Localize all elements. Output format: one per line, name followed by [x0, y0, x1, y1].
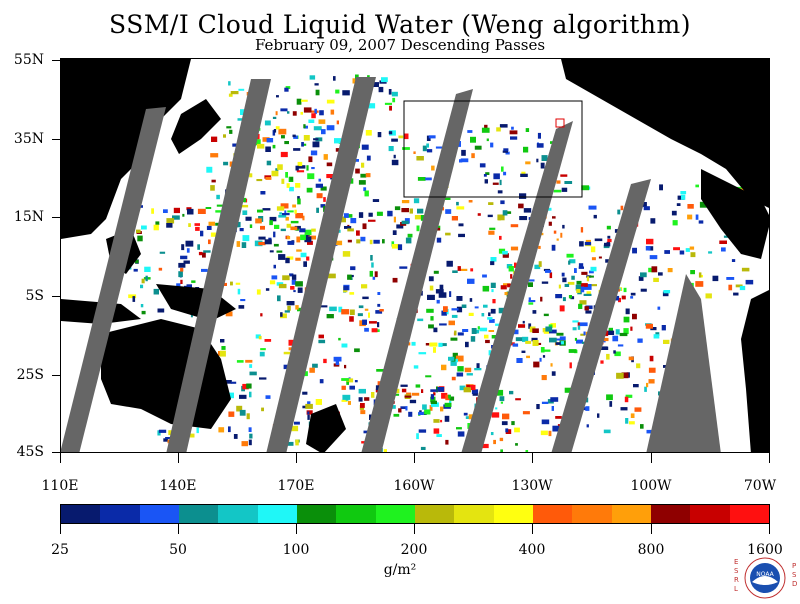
lat-label-35n: 35N: [13, 131, 44, 147]
colorbar-swatch: [218, 505, 258, 523]
lat-label-55n: 55N: [13, 52, 44, 68]
colorbar-swatch: [336, 505, 376, 523]
colorbar-label-200: 200: [400, 542, 428, 558]
swath-gap-6: [551, 179, 651, 452]
map-panel: [60, 58, 770, 453]
lat-label-15n: 15N: [13, 209, 44, 225]
swath-gap-4: [361, 89, 473, 452]
lat-label-5s: 5S: [25, 288, 45, 304]
swath-gap-3: [266, 77, 376, 452]
colorbar-tick: [532, 524, 533, 534]
colorbar-tick: [651, 524, 652, 534]
colorbar: [60, 504, 770, 524]
lon-label-160w: 160W: [393, 478, 435, 494]
lat-tick: [52, 139, 60, 140]
lon-tick: [769, 453, 770, 463]
noaa-esrl-logo: NOAA ESRL PSD: [730, 556, 800, 600]
lon-label-170e: 170E: [277, 478, 315, 494]
region-box: [403, 100, 583, 198]
colorbar-swatch: [257, 505, 297, 523]
lat-tick: [52, 452, 60, 453]
colorbar-swatch: [454, 505, 494, 523]
swath-gap-7: [646, 274, 721, 452]
north-america-landmass: [561, 59, 769, 208]
japan-landmass: [171, 99, 221, 154]
lon-label-110e: 110E: [41, 478, 79, 494]
colorbar-swatch: [650, 505, 691, 523]
colorbar-tick: [296, 524, 297, 534]
colorbar-swatch: [611, 505, 651, 523]
lat-label-45s: 45S: [16, 444, 44, 460]
logo-right-text: PSD: [792, 562, 798, 588]
colorbar-label-100: 100: [282, 542, 310, 558]
colorbar-swatch: [375, 505, 415, 523]
lon-tick: [60, 453, 61, 463]
colorbar-tick: [60, 524, 61, 534]
colorbar-swatch: [178, 505, 219, 523]
map-canvas: [61, 59, 769, 452]
lat-tick: [52, 217, 60, 218]
map-title: SSM/I Cloud Liquid Water (Weng algorithm…: [109, 10, 691, 39]
new-guinea-landmass: [156, 284, 236, 321]
colorbar-swatch: [296, 505, 337, 523]
lon-tick: [532, 453, 533, 463]
swath-gap-1: [61, 107, 166, 452]
lon-label-100w: 100W: [630, 478, 672, 494]
lon-label-130w: 130W: [511, 478, 553, 494]
lat-label-25s: 25S: [16, 367, 44, 383]
colorbar-swatch: [729, 505, 769, 523]
central-america-landmass: [701, 169, 769, 259]
colorbar-tick: [178, 524, 179, 534]
lat-tick: [52, 60, 60, 61]
logo-left-text: ESRL: [734, 558, 739, 593]
colorbar-label-25: 25: [51, 542, 69, 558]
swath-gap-2: [166, 79, 271, 452]
colorbar-units: g/m²: [383, 562, 417, 578]
colorbar-swatch: [100, 505, 140, 523]
swath-gaps: [61, 77, 721, 452]
map-subtitle: February 09, 2007 Descending Passes: [254, 36, 546, 54]
south-america-landmass: [741, 290, 769, 452]
swath-gap-5: [461, 121, 573, 452]
colorbar-tick: [414, 524, 415, 534]
colorbar-swatch: [493, 505, 533, 523]
lon-tick: [414, 453, 415, 463]
colorbar-label-50: 50: [169, 542, 187, 558]
colorbar-swatch: [690, 505, 730, 523]
lon-tick: [178, 453, 179, 463]
colorbar-swatch: [139, 505, 179, 523]
lon-tick: [651, 453, 652, 463]
colorbar-label-400: 400: [518, 542, 546, 558]
lat-tick: [52, 296, 60, 297]
new-zealand-landmass: [306, 404, 346, 452]
lon-tick: [296, 453, 297, 463]
lon-label-70w: 70W: [743, 478, 777, 494]
lon-label-140e: 140E: [159, 478, 197, 494]
lat-tick: [52, 375, 60, 376]
colorbar-label-1600: 1600: [747, 542, 783, 558]
colorbar-tick: [769, 524, 770, 534]
colorbar-swatch: [61, 505, 101, 523]
logo-emblem-text: NOAA: [756, 571, 774, 578]
red-marker: [555, 118, 565, 128]
colorbar-label-800: 800: [637, 542, 665, 558]
colorbar-swatch: [532, 505, 573, 523]
colorbar-swatch: [572, 505, 612, 523]
asia-landmass: [61, 59, 191, 239]
colorbar-swatch: [414, 505, 455, 523]
